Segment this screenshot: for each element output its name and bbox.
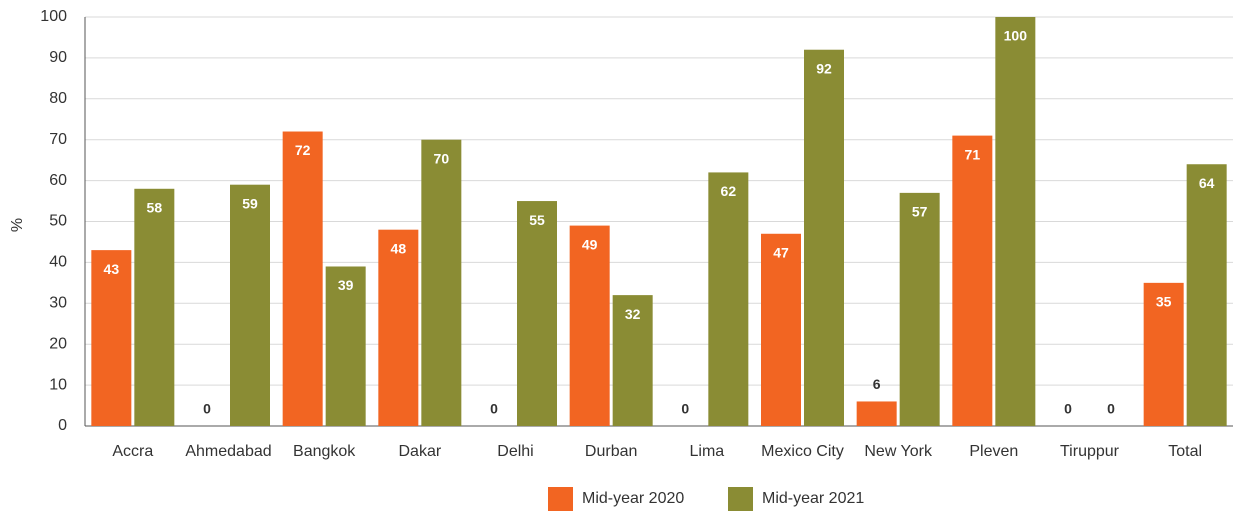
x-tick-label: Pleven <box>969 443 1018 460</box>
value-label: 0 <box>1107 401 1115 417</box>
value-label: 70 <box>434 150 450 166</box>
bar <box>517 201 557 426</box>
value-label: 43 <box>104 261 120 277</box>
bar <box>804 49 844 426</box>
y-tick-label: 40 <box>49 254 67 271</box>
x-tick-label: New York <box>864 443 933 460</box>
value-label: 0 <box>681 401 689 417</box>
x-tick-label: Bangkok <box>293 443 356 460</box>
legend-label: Mid-year 2020 <box>582 490 684 507</box>
x-tick-label: Delhi <box>497 443 533 460</box>
legend-swatch <box>728 487 753 511</box>
y-tick-label: 20 <box>49 335 67 352</box>
value-label: 6 <box>873 376 881 392</box>
value-label: 72 <box>295 142 311 158</box>
value-label: 48 <box>391 240 407 256</box>
value-label: 100 <box>1004 28 1028 44</box>
bar <box>761 233 801 426</box>
y-axis-label: % <box>9 218 26 232</box>
bar <box>708 172 749 426</box>
value-label: 71 <box>965 146 981 162</box>
value-label: 62 <box>721 183 737 199</box>
y-tick-label: 80 <box>49 90 67 107</box>
value-label: 0 <box>1064 401 1072 417</box>
bar <box>899 192 940 426</box>
y-tick-label: 50 <box>49 213 67 230</box>
bar <box>952 135 993 427</box>
bar <box>325 266 366 426</box>
value-label: 35 <box>1156 294 1172 310</box>
value-label: 64 <box>1199 175 1215 191</box>
value-label: 47 <box>773 244 789 260</box>
y-tick-label: 0 <box>58 417 67 434</box>
x-tick-label: Lima <box>689 443 724 460</box>
y-tick-label: 70 <box>49 131 67 148</box>
bar <box>995 17 1036 426</box>
legend-swatch <box>548 487 573 511</box>
y-tick-label: 30 <box>49 295 67 312</box>
value-label: 49 <box>582 236 598 252</box>
y-tick-label: 60 <box>49 172 67 189</box>
bar <box>1143 282 1184 426</box>
x-tick-label: Accra <box>112 443 153 460</box>
value-label: 0 <box>203 401 211 417</box>
x-tick-label: Ahmedabad <box>185 443 271 460</box>
y-tick-label: 10 <box>49 376 67 393</box>
bar <box>856 401 897 426</box>
bar <box>1186 164 1227 427</box>
bar <box>612 295 653 426</box>
value-label: 58 <box>147 199 163 215</box>
value-label: 0 <box>490 401 498 417</box>
x-tick-label: Dakar <box>398 443 441 460</box>
bar <box>569 225 610 426</box>
x-tick-label: Total <box>1168 443 1202 460</box>
value-label: 59 <box>242 195 258 211</box>
x-tick-label: Tiruppur <box>1060 443 1120 460</box>
value-label: 92 <box>816 60 832 76</box>
y-tick-label: 90 <box>49 49 67 66</box>
bar <box>421 139 462 426</box>
y-tick-label: 100 <box>40 8 67 25</box>
bar <box>91 250 132 426</box>
legend-label: Mid-year 2021 <box>762 490 864 507</box>
value-label: 55 <box>529 212 545 228</box>
x-tick-label: Mexico City <box>761 443 844 460</box>
value-label: 32 <box>625 306 641 322</box>
x-tick-label: Durban <box>585 443 637 460</box>
value-label: 39 <box>338 277 354 293</box>
bar <box>230 184 270 426</box>
value-label: 57 <box>912 204 928 220</box>
bar <box>134 188 175 426</box>
bar <box>378 229 419 426</box>
bar <box>282 131 323 426</box>
